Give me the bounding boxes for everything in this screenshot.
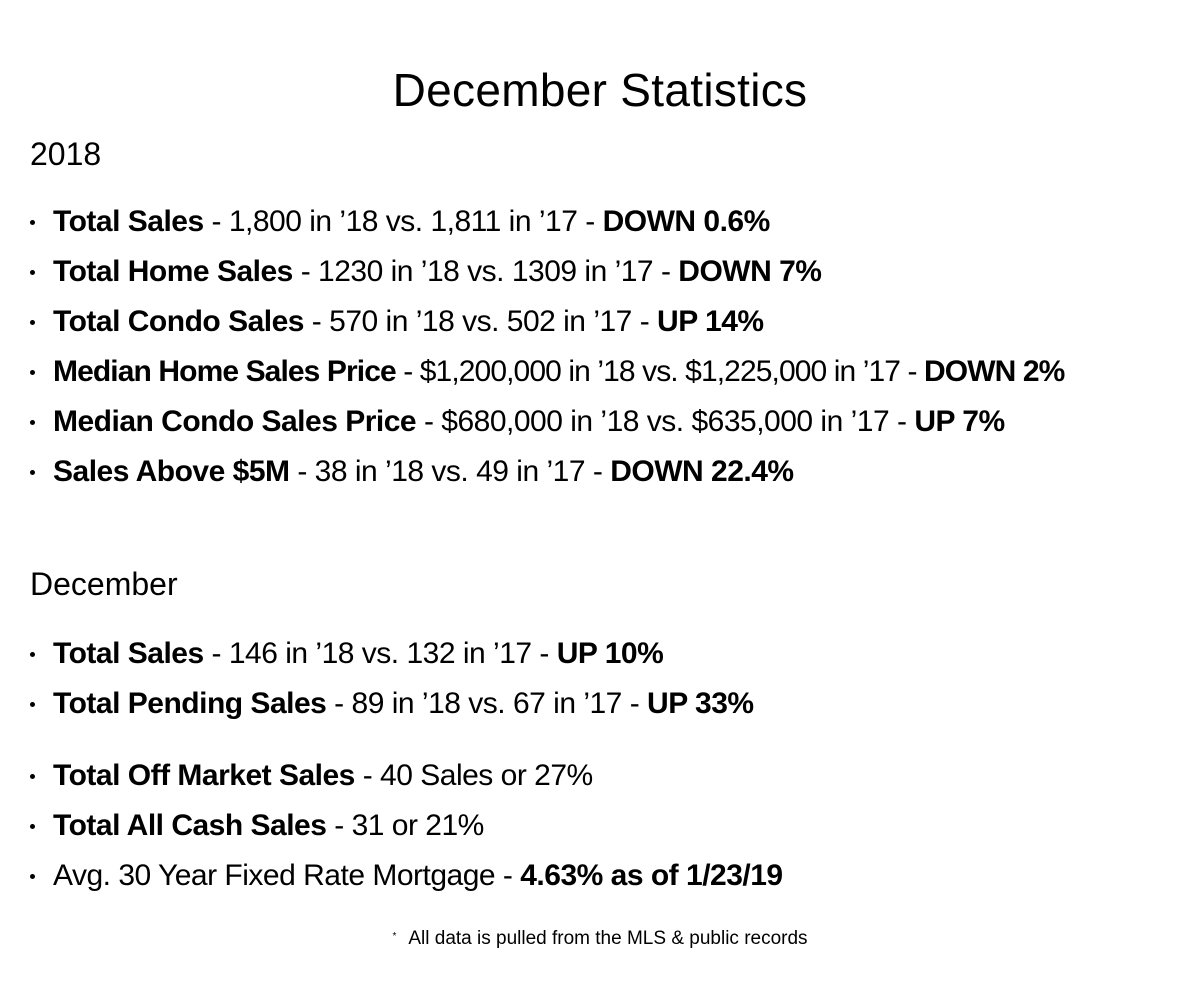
stat-detail: $1,200,000 in ’18 vs. $1,225,000 in ’17 [419,355,901,388]
stat-detail: Avg. 30 Year Fixed Rate Mortgage [53,859,496,892]
stat-separator: - [495,859,521,892]
stat-label: Total Sales [53,205,204,238]
section-heading-2018: 2018 [30,136,102,172]
stat-separator: - [653,255,679,288]
stat-result: UP 33% [647,687,754,720]
stat-result: UP 7% [914,405,1005,438]
stat-separator: - [577,205,603,238]
stats-list-december: Total Sales - 146 in ’18 vs. 132 in ’17 … [30,629,754,729]
stat-detail: $680,000 in ’18 vs. $635,000 in ’17 [441,405,890,438]
stat-label: Median Condo Sales Price [53,405,417,438]
stat-separator: - [326,809,352,842]
stat-separator: - [289,455,315,488]
stat-detail: 38 in ’18 vs. 49 in ’17 [314,455,586,488]
stat-separator: - [203,637,229,670]
list-item: Total Sales - 1,800 in ’18 vs. 1,811 in … [30,197,1064,247]
bullet-icon [30,823,35,829]
stat-label: Median Home Sales Price [53,355,397,388]
bullet-icon [30,419,35,425]
list-item: Total Pending Sales - 89 in ’18 vs. 67 i… [30,679,754,729]
list-item: Total All Cash Sales - 31 or 21% [30,801,783,851]
stat-label: Total Off Market Sales [53,759,355,792]
stat-separator: - [621,687,648,720]
list-item: Total Condo Sales - 570 in ’18 vs. 502 i… [30,297,1064,347]
bullet-icon [30,873,35,879]
stat-result: DOWN 0.6% [602,205,771,238]
stat-detail: 31 or 21% [351,809,485,842]
stat-separator: - [631,305,658,338]
stat-result: UP 10% [556,637,664,670]
list-item: Median Condo Sales Price - $680,000 in ’… [30,397,1064,447]
stat-detail: 570 in ’18 vs. 502 in ’17 [329,305,632,338]
footnote: * All data is pulled from the MLS & publi… [0,926,1200,952]
bullet-icon [30,219,35,225]
bullet-icon [30,651,35,657]
bullet-icon [30,701,35,707]
stat-separator: - [889,405,915,438]
stat-result: 4.63% as of 1/23/19 [520,859,783,892]
stat-detail: 89 in ’18 vs. 67 in ’17 [351,687,623,720]
list-item: Total Home Sales - 1230 in ’18 vs. 1309 … [30,247,1064,297]
stat-result: DOWN 7% [678,255,822,288]
stat-separator: - [354,759,381,792]
stat-label: Total Pending Sales [53,687,327,720]
stat-result: DOWN 22.4% [610,455,794,488]
bullet-icon [30,269,35,275]
bullet-icon [30,773,35,779]
stat-detail: 146 in ’18 vs. 132 in ’17 [228,637,532,670]
stat-result: UP 14% [657,305,764,338]
stat-separator: - [585,455,611,488]
stat-separator: - [292,255,319,288]
stat-separator: - [416,405,442,438]
stats-list-2018: Total Sales - 1,800 in ’18 vs. 1,811 in … [30,197,1065,497]
stat-label: Sales Above $5M [53,455,290,488]
stat-separator: - [900,355,925,388]
list-item: Median Home Sales Price - $1,200,000 in … [30,347,1065,397]
stat-detail: 1,800 in ’18 vs. 1,811 in ’17 [228,205,578,238]
list-item: Total Sales - 146 in ’18 vs. 132 in ’17 … [30,629,754,679]
stat-label: Total Home Sales [53,255,293,288]
stat-separator: - [395,355,420,388]
stat-detail: 1230 in ’18 vs. 1309 in ’17 [318,255,654,288]
stat-label: Total Condo Sales [53,305,304,338]
list-item: Avg. 30 Year Fixed Rate Mortgage - 4.63%… [30,851,783,901]
footnote-text: All data is pulled from the MLS & public… [408,928,808,950]
bullet-icon [30,319,35,325]
list-item: Total Off Market Sales - 40 Sales or 27% [30,751,783,801]
section-heading-december: December [30,566,178,602]
stat-label: Total All Cash Sales [53,809,327,842]
stat-separator: - [303,305,330,338]
list-item: Sales Above $5M - 38 in ’18 vs. 49 in ’1… [30,447,1064,497]
stats-list-december-extra: Total Off Market Sales - 40 Sales or 27%… [30,751,783,901]
stat-result: DOWN 2% [924,355,1065,388]
bullet-icon [30,369,35,375]
page-title: December Statistics [392,64,808,116]
bullet-icon [30,469,35,475]
stat-separator: - [203,205,229,238]
asterisk-icon: * [392,931,397,942]
stat-separator: - [531,637,557,670]
stat-detail: 40 Sales or 27% [380,759,593,792]
stat-separator: - [326,687,352,720]
stat-label: Total Sales [53,637,204,670]
